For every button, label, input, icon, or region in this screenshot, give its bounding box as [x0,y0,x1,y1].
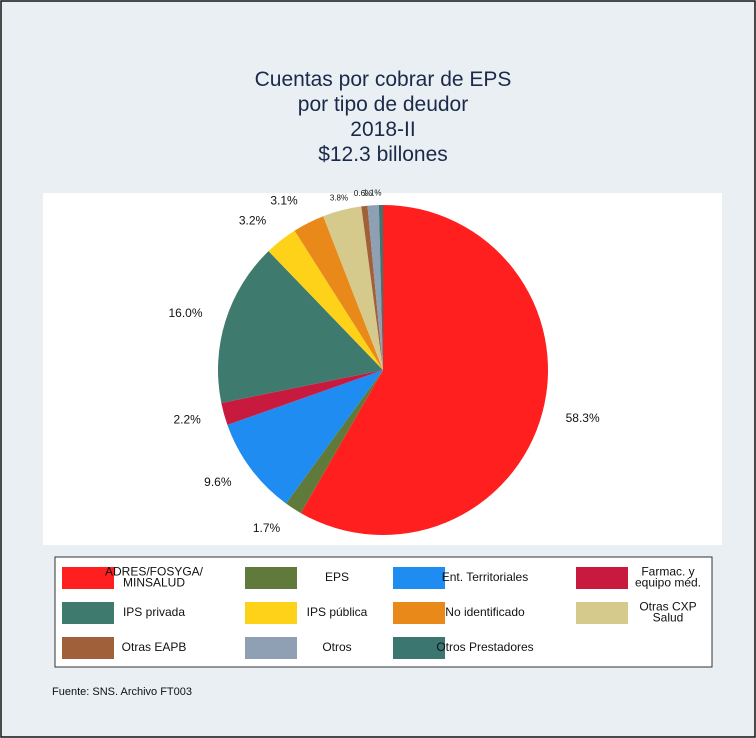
legend-swatch [245,637,297,659]
data-label: 3.8% [330,194,348,203]
pie-slice [323,206,383,370]
legend-label: Farmac. y equipo méd. [635,565,701,590]
legend-label: ADRES/FOSYGA/MINSALUD [105,565,204,590]
legend-swatch [393,567,445,589]
pie-slice [286,370,383,514]
legend-swatch [576,602,628,624]
legend-swatch [62,602,114,624]
legend-label: Otras EAPB [122,640,187,654]
pie-slice [218,251,383,403]
data-label: 2.2% [173,413,201,427]
data-label: 3.1% [270,194,298,208]
legend-label: IPS privada [123,605,185,619]
data-label: 1.1% [363,188,381,197]
data-label: 58.3% [566,411,600,425]
legend-swatch [393,602,445,624]
legend-swatch [245,602,297,624]
pie-slice [227,370,383,504]
pie-slice [221,370,383,425]
pie-slice [268,230,383,370]
source-note: Fuente: SNS. Archivo FT003 [52,686,192,698]
pie-slice [367,205,383,370]
pie-slice [378,205,383,370]
data-label: 9.6% [204,475,232,489]
legend-swatch [62,567,114,589]
data-label: 1.7% [253,521,281,535]
data-label: 3.2% [239,214,267,228]
pie-slice [294,216,383,370]
pie-slice [361,205,383,370]
legend-swatch [576,567,628,589]
legend-label: Otras CXP Salud [639,600,696,625]
legend-label: IPS pública [307,605,368,619]
legend-swatch [245,567,297,589]
chart-title: Cuentas por cobrar de EPS por tipo de deu… [255,68,512,166]
legend-label: Otros [322,640,351,654]
legend-label: No identificado [445,605,525,619]
legend-swatch [393,637,445,659]
data-label: 16.0% [168,306,202,320]
legend-label: EPS [325,570,349,584]
legend-swatch [62,637,114,659]
legend-label: Otros Prestadores [436,640,533,654]
pie-slice [300,205,549,536]
data-label: 0.6% [354,189,372,198]
legend-label: Ent. Territoriales [442,570,528,584]
